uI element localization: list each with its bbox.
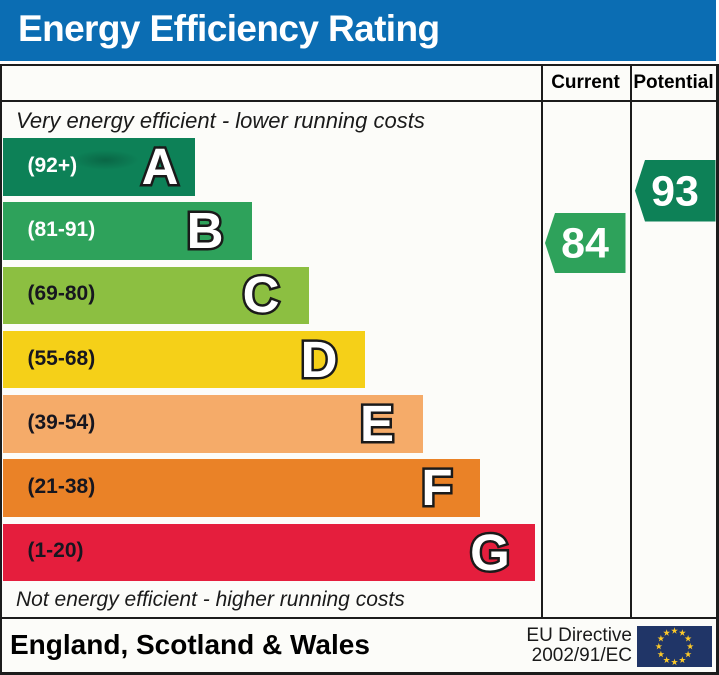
svg-text:A: A	[142, 138, 179, 195]
svg-text:D: D	[301, 331, 338, 388]
svg-text:93: 93	[651, 168, 699, 216]
svg-text:G: G	[470, 524, 510, 581]
svg-text:E: E	[360, 395, 394, 452]
svg-text:B: B	[187, 202, 224, 259]
svg-text:C: C	[243, 266, 280, 323]
svg-text:84: 84	[561, 220, 609, 268]
svg-text:F: F	[421, 459, 452, 516]
